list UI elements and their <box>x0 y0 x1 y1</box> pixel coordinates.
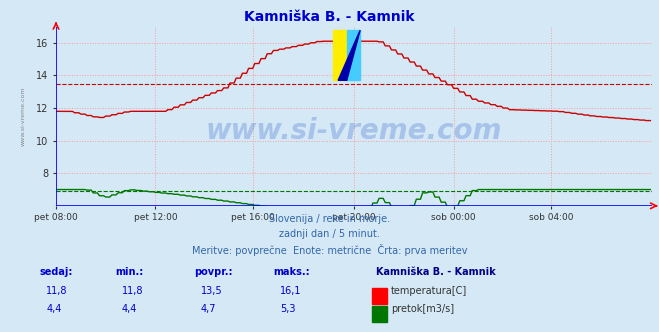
Polygon shape <box>338 30 360 80</box>
Text: 11,8: 11,8 <box>46 286 68 295</box>
Text: www.si-vreme.com: www.si-vreme.com <box>206 117 502 144</box>
Text: Slovenija / reke in morje.: Slovenija / reke in morje. <box>269 214 390 224</box>
Text: 13,5: 13,5 <box>201 286 223 295</box>
Text: Kamniška B. - Kamnik: Kamniška B. - Kamnik <box>376 267 496 277</box>
Text: temperatura[C]: temperatura[C] <box>391 286 467 295</box>
Text: 4,4: 4,4 <box>46 304 61 314</box>
Text: 11,8: 11,8 <box>122 286 144 295</box>
Text: sedaj:: sedaj: <box>40 267 73 277</box>
Text: min.:: min.: <box>115 267 144 277</box>
Text: 16,1: 16,1 <box>280 286 302 295</box>
Text: 4,4: 4,4 <box>122 304 137 314</box>
Bar <box>347 30 360 80</box>
Bar <box>333 30 347 80</box>
Text: povpr.:: povpr.: <box>194 267 233 277</box>
Text: maks.:: maks.: <box>273 267 310 277</box>
Text: Meritve: povprečne  Enote: metrične  Črta: prva meritev: Meritve: povprečne Enote: metrične Črta:… <box>192 244 467 256</box>
Text: www.si-vreme.com: www.si-vreme.com <box>20 86 26 146</box>
Text: Kamniška B. - Kamnik: Kamniška B. - Kamnik <box>244 10 415 24</box>
Text: 5,3: 5,3 <box>280 304 296 314</box>
Text: pretok[m3/s]: pretok[m3/s] <box>391 304 454 314</box>
Text: 4,7: 4,7 <box>201 304 217 314</box>
Text: zadnji dan / 5 minut.: zadnji dan / 5 minut. <box>279 229 380 239</box>
